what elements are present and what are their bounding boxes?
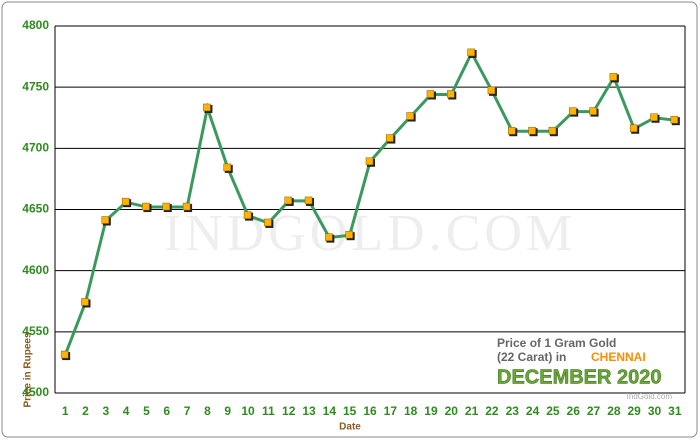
x-tick-label: 3 [102,404,109,418]
marker [650,113,658,121]
x-tick-label: 9 [224,404,231,418]
marker [426,90,435,98]
x-tick-label: 28 [607,404,621,418]
marker [264,218,272,227]
city: CHENNAI [591,350,646,364]
x-axis-label: Date [339,422,361,433]
x-tick-label: 12 [282,404,296,418]
x-tick-label: 27 [587,404,601,418]
marker [467,48,475,57]
x-tick-label: 2 [82,404,89,418]
x-tick-label: 31 [668,404,682,418]
y-tick-label: 4550 [22,324,49,338]
marker [589,107,597,115]
x-tick-label: 26 [567,404,581,418]
x-tick-label: 15 [343,404,357,418]
x-tick-label: 19 [424,404,438,418]
marker [121,197,130,206]
marker [629,124,638,133]
x-tick-label: 14 [323,404,337,418]
x-tick-label: 1 [62,404,69,418]
y-tick-label: 4500 [22,385,49,399]
x-tick-label: 24 [526,404,540,418]
x-tick-label: 30 [648,404,662,418]
marker [548,126,557,135]
y-tick-label: 4750 [22,79,49,93]
x-tick-label: 17 [384,404,398,418]
marker [284,196,292,205]
marker [406,112,414,120]
marker [243,211,252,219]
x-tick-label: 5 [143,404,150,418]
y-tick-label: 4800 [22,18,49,32]
marker [487,86,496,95]
y-tick-label: 4600 [22,263,49,277]
x-tick-label: 20 [445,404,459,418]
marker [81,298,89,306]
x-tick-label: 4 [123,404,130,418]
y-tick-label: 4650 [22,202,49,216]
x-tick-label: 22 [485,404,499,418]
marker [304,196,313,205]
marker [325,233,333,241]
legend-line: Price of 1 Gram Gold [497,336,616,350]
period: DECEMBER 2020 [497,366,662,388]
x-tick-label: 13 [302,404,316,418]
x-tick-label: 23 [506,404,520,418]
marker [508,126,516,135]
x-tick-label: 25 [546,404,560,418]
marker [528,126,536,135]
marker [568,107,577,115]
source: IndGold.com [627,392,673,401]
legend-box [490,335,680,391]
marker [345,230,353,239]
legend-line: (22 Carat) in [497,350,566,364]
marker [142,202,150,211]
marker [447,90,455,98]
x-tick-label: 6 [163,404,170,418]
x-tick-label: 7 [184,404,191,418]
x-tick-label: 21 [465,404,479,418]
x-tick-label: 11 [262,404,275,418]
marker [670,115,679,124]
x-tick-label: 8 [204,404,211,418]
x-tick-label: 29 [628,404,642,418]
marker [223,163,231,172]
x-tick-label: 18 [404,404,418,418]
marker [60,350,69,359]
marker [101,216,110,224]
marker [182,202,191,211]
x-tick-label: 10 [241,404,255,418]
y-axis-label: Price in Rupees [23,332,34,407]
marker [386,134,394,142]
marker [203,103,211,112]
frame [1,1,698,438]
marker [609,73,618,81]
marker [365,157,374,166]
x-tick-label: 16 [363,404,377,418]
watermark: INDGOLD.COM [164,205,576,262]
marker [162,202,171,211]
y-tick-label: 4700 [22,141,49,155]
